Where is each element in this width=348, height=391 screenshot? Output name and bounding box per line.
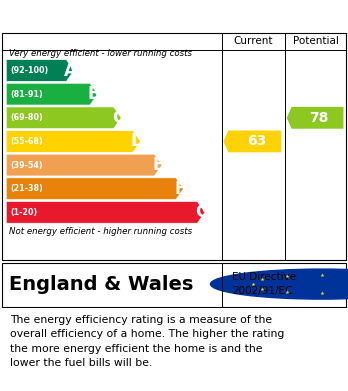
Text: Very energy efficient - lower running costs: Very energy efficient - lower running co… (9, 49, 192, 58)
Text: (69-80): (69-80) (10, 113, 43, 122)
Text: B: B (88, 85, 101, 103)
Text: E: E (153, 156, 164, 174)
Text: Not energy efficient - higher running costs: Not energy efficient - higher running co… (9, 228, 192, 237)
Text: Potential: Potential (293, 36, 339, 46)
Text: (39-54): (39-54) (10, 161, 43, 170)
Text: (1-20): (1-20) (10, 208, 38, 217)
Text: 63: 63 (247, 135, 266, 149)
Polygon shape (6, 107, 121, 129)
Polygon shape (6, 59, 74, 81)
Polygon shape (6, 201, 205, 223)
Text: EU Directive
2002/91/EC: EU Directive 2002/91/EC (232, 272, 296, 296)
Text: England & Wales: England & Wales (9, 274, 193, 294)
Polygon shape (287, 107, 343, 129)
Circle shape (211, 269, 348, 299)
Polygon shape (6, 178, 183, 200)
Text: (92-100): (92-100) (10, 66, 49, 75)
Polygon shape (6, 131, 141, 152)
Text: F: F (174, 180, 186, 198)
Text: C: C (112, 109, 124, 127)
Text: G: G (195, 203, 208, 221)
Text: (81-91): (81-91) (10, 90, 43, 99)
Polygon shape (6, 154, 162, 176)
Polygon shape (223, 131, 281, 152)
Text: Energy Efficiency Rating: Energy Efficiency Rating (9, 9, 230, 23)
Text: (55-68): (55-68) (10, 137, 43, 146)
Text: Current: Current (234, 36, 273, 46)
Text: D: D (130, 133, 144, 151)
Polygon shape (6, 83, 98, 105)
Text: The energy efficiency rating is a measure of the
overall efficiency of a home. T: The energy efficiency rating is a measur… (10, 315, 285, 368)
Text: A: A (64, 61, 77, 79)
Text: (21-38): (21-38) (10, 184, 43, 193)
Text: 78: 78 (310, 111, 329, 125)
